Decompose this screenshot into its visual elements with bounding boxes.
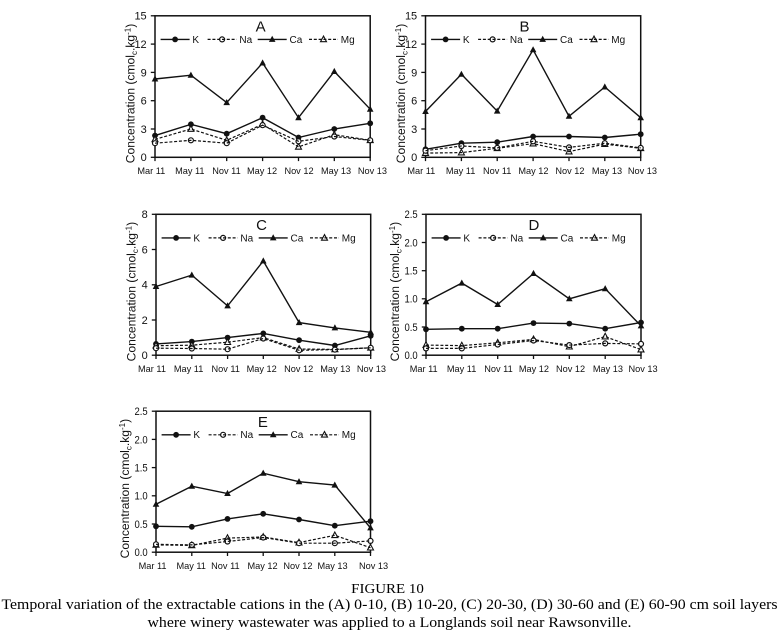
svg-text:Nov 13: Nov 13	[628, 166, 657, 176]
svg-text:May 11: May 11	[446, 166, 475, 176]
svg-text:4: 4	[142, 280, 148, 292]
svg-text:Nov 13: Nov 13	[359, 561, 388, 571]
svg-text:May 11: May 11	[447, 364, 476, 374]
svg-text:0: 0	[411, 152, 417, 164]
svg-text:Nov 13: Nov 13	[357, 364, 386, 374]
svg-text:May 13: May 13	[320, 364, 350, 374]
svg-text:Concentration (cmolc.kg-1): Concentration (cmolc.kg-1)	[118, 419, 134, 559]
svg-text:2.0: 2.0	[405, 237, 418, 249]
svg-text:2.0: 2.0	[135, 434, 148, 446]
svg-text:Nov 12: Nov 12	[284, 166, 313, 176]
svg-text:Na: Na	[240, 430, 253, 441]
svg-text:3: 3	[411, 124, 417, 136]
svg-text:9: 9	[411, 67, 417, 79]
svg-text:Nov 11: Nov 11	[212, 166, 240, 176]
svg-text:6: 6	[141, 96, 147, 108]
svg-text:May 11: May 11	[175, 166, 204, 176]
svg-text:Nov 12: Nov 12	[284, 364, 313, 374]
svg-text:Nov 12: Nov 12	[556, 364, 585, 374]
svg-text:6: 6	[411, 96, 417, 108]
svg-text:Mg: Mg	[341, 35, 355, 46]
svg-text:Ca: Ca	[561, 233, 574, 244]
svg-text:May 13: May 13	[321, 166, 351, 176]
svg-text:Nov 11: Nov 11	[484, 364, 512, 374]
svg-text:May 13: May 13	[592, 166, 622, 176]
svg-text:Nov 11: Nov 11	[483, 166, 511, 176]
svg-text:Concentration (cmolc.kg-1): Concentration (cmolc.kg-1)	[388, 222, 404, 362]
svg-text:Concentration (cmolc.kg-1): Concentration (cmolc.kg-1)	[124, 24, 140, 164]
svg-text:15: 15	[134, 11, 146, 23]
svg-text:1.0: 1.0	[135, 491, 148, 503]
svg-text:Na: Na	[510, 35, 523, 46]
svg-text:May 12: May 12	[519, 364, 549, 374]
svg-text:Ca: Ca	[291, 430, 304, 441]
svg-text:Na: Na	[239, 35, 252, 46]
svg-text:May 13: May 13	[318, 561, 348, 571]
svg-text:Mar 11: Mar 11	[137, 166, 165, 176]
svg-text:K: K	[192, 35, 199, 46]
svg-text:C: C	[256, 217, 267, 234]
svg-text:Nov 11: Nov 11	[211, 561, 239, 571]
svg-text:1.5: 1.5	[135, 463, 148, 475]
svg-text:8: 8	[142, 209, 148, 221]
svg-text:Concentration (cmolc.kg-1): Concentration (cmolc.kg-1)	[125, 222, 141, 362]
svg-text:B: B	[519, 19, 529, 36]
svg-text:Mar 11: Mar 11	[139, 561, 167, 571]
svg-text:E: E	[258, 414, 268, 431]
svg-text:Na: Na	[240, 233, 253, 244]
svg-text:Ca: Ca	[560, 35, 573, 46]
svg-text:Na: Na	[510, 233, 523, 244]
svg-text:May 12: May 12	[247, 364, 277, 374]
svg-text:0.0: 0.0	[135, 547, 148, 559]
svg-text:Mg: Mg	[342, 233, 356, 244]
svg-text:2.5: 2.5	[135, 406, 148, 418]
svg-text:Nov 13: Nov 13	[358, 166, 387, 176]
svg-text:Ca: Ca	[291, 233, 304, 244]
svg-text:K: K	[193, 430, 200, 441]
svg-text:May 13: May 13	[593, 364, 623, 374]
svg-text:9: 9	[141, 67, 147, 79]
svg-text:Mar 11: Mar 11	[407, 166, 435, 176]
svg-text:Nov 12: Nov 12	[555, 166, 584, 176]
svg-text:Mg: Mg	[612, 233, 626, 244]
svg-text:Mar 11: Mar 11	[410, 364, 438, 374]
svg-text:May 12: May 12	[248, 561, 278, 571]
svg-text:A: A	[256, 19, 266, 36]
svg-text:Nov 13: Nov 13	[629, 364, 658, 374]
svg-text:Concentration (cmolc.kg-1): Concentration (cmolc.kg-1)	[394, 24, 410, 164]
svg-text:May 11: May 11	[176, 561, 205, 571]
svg-text:2.5: 2.5	[405, 209, 418, 221]
svg-text:0.5: 0.5	[405, 322, 418, 334]
svg-text:K: K	[463, 35, 470, 46]
svg-text:Nov 12: Nov 12	[283, 561, 312, 571]
svg-text:0: 0	[141, 152, 147, 164]
svg-text:Mg: Mg	[342, 430, 356, 441]
svg-text:12: 12	[405, 39, 417, 51]
svg-text:3: 3	[141, 124, 147, 136]
svg-text:D: D	[528, 217, 539, 234]
svg-text:1.0: 1.0	[405, 294, 418, 306]
svg-text:1.5: 1.5	[405, 266, 418, 278]
svg-text:2: 2	[142, 315, 148, 327]
svg-text:May 12: May 12	[247, 166, 277, 176]
svg-text:6: 6	[142, 244, 148, 256]
svg-text:May 12: May 12	[518, 166, 548, 176]
svg-text:15: 15	[405, 11, 417, 23]
svg-text:0: 0	[142, 350, 148, 362]
svg-text:Mar 11: Mar 11	[138, 364, 166, 374]
svg-text:K: K	[463, 233, 470, 244]
svg-text:Nov 11: Nov 11	[211, 364, 239, 374]
svg-text:Mg: Mg	[611, 35, 625, 46]
svg-text:Ca: Ca	[290, 35, 303, 46]
svg-text:May 11: May 11	[174, 364, 203, 374]
svg-text:0.0: 0.0	[405, 350, 418, 362]
svg-text:0.5: 0.5	[135, 519, 148, 531]
svg-text:K: K	[193, 233, 200, 244]
svg-text:12: 12	[134, 39, 146, 51]
